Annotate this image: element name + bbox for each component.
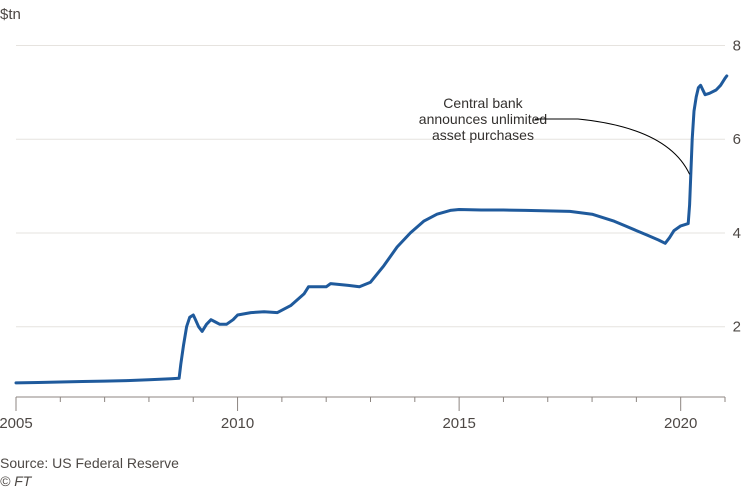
x-tick-label-2015: 2015 [442,415,475,432]
tick-labels: 2 4 6 8 2005 2010 2015 2020 [0,37,741,432]
gridlines [16,44,725,328]
x-tick-label-2010: 2010 [221,415,254,432]
annotation-leader-line [535,118,691,175]
y-unit-label: $tn [0,6,21,23]
source-note: Source: US Federal Reserve [0,455,179,471]
x-tick-label-2005: 2005 [0,415,33,432]
y-tick-label-8: 8 [733,37,741,54]
y-tick-label-4: 4 [733,225,741,242]
ft-credit: © FT [0,473,32,489]
y-tick-label-6: 6 [733,131,741,148]
annotation-text-line-2: announces unlimited [419,111,547,127]
x-axis [15,396,726,411]
annotation-text-line-3: asset purchases [432,127,534,143]
series-line-0 [14,74,729,385]
annotation-text-line-1: Central bank [443,95,523,111]
series-layer [14,74,729,385]
x-tick-label-2020: 2020 [664,415,697,432]
y-tick-label-2: 2 [733,319,741,336]
